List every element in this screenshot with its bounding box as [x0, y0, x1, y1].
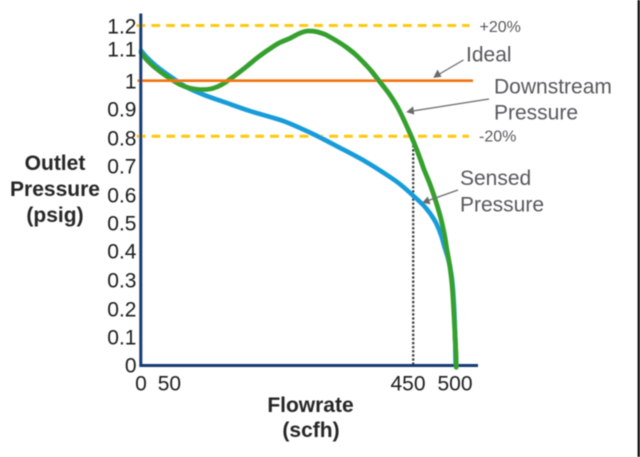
svg-text:450: 450: [390, 373, 425, 396]
svg-text:Outlet: Outlet: [25, 152, 86, 175]
svg-text:0.1: 0.1: [107, 327, 136, 350]
svg-text:50: 50: [158, 373, 181, 396]
svg-text:Ideal: Ideal: [466, 44, 512, 67]
svg-text:0: 0: [125, 354, 137, 377]
svg-text:0: 0: [135, 373, 147, 396]
svg-text:Pressure: Pressure: [494, 102, 578, 125]
svg-text:(psig): (psig): [26, 204, 83, 227]
svg-text:0.3: 0.3: [107, 270, 136, 293]
svg-text:Pressure: Pressure: [10, 178, 100, 201]
svg-text:Sensed: Sensed: [460, 167, 531, 190]
svg-text:0.9: 0.9: [107, 99, 136, 122]
svg-text:0.7: 0.7: [107, 156, 136, 179]
svg-text:0.5: 0.5: [107, 213, 136, 236]
svg-text:-20%: -20%: [479, 129, 516, 146]
svg-text:0.4: 0.4: [107, 241, 137, 264]
svg-text:(scfh): (scfh): [282, 419, 339, 442]
svg-text:1: 1: [125, 70, 137, 93]
svg-text:Pressure: Pressure: [460, 194, 544, 217]
svg-text:1.2: 1.2: [107, 16, 136, 39]
svg-text:500: 500: [437, 373, 472, 396]
svg-text:Downstream: Downstream: [494, 76, 612, 99]
svg-text:1.1: 1.1: [107, 39, 136, 62]
svg-text:+20%: +20%: [480, 19, 521, 36]
svg-text:0.6: 0.6: [107, 185, 136, 208]
svg-text:Flowrate: Flowrate: [267, 394, 353, 417]
svg-text:0.2: 0.2: [107, 299, 136, 322]
svg-text:0.8: 0.8: [107, 128, 136, 151]
